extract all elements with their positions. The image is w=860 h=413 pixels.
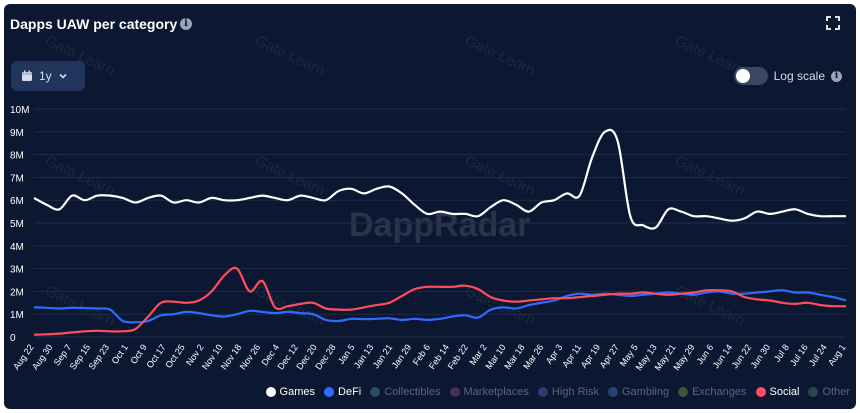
- y-tick-label: 0: [10, 333, 16, 344]
- expand-icon[interactable]: [826, 16, 840, 30]
- legend-label: Marketplaces: [463, 386, 529, 398]
- legend-item-exchanges[interactable]: Exchanges: [678, 386, 747, 398]
- watermark-text: Gate Learn: [672, 32, 747, 79]
- x-tick-label: Feb 22: [446, 342, 470, 371]
- watermark-text: Gate Learn: [462, 32, 537, 79]
- legend-item-defi[interactable]: DeFi: [324, 386, 361, 398]
- log-scale-label: Log scale: [773, 69, 825, 83]
- watermark-text: Gate Learn: [252, 152, 327, 199]
- y-tick-label: 4M: [10, 242, 24, 253]
- calendar-icon: [22, 70, 32, 81]
- x-tick-label: Jan 29: [390, 342, 414, 370]
- x-tick-label: Jun 30: [748, 342, 772, 370]
- legend-dot: [370, 387, 381, 397]
- watermark-text: Gate Learn: [42, 282, 117, 329]
- legend-item-gambling[interactable]: Gambling: [608, 386, 669, 398]
- legend-dot: [755, 387, 766, 397]
- date-range-dropdown[interactable]: 1y: [11, 61, 85, 91]
- watermark-text: Gate Learn: [42, 152, 117, 199]
- watermark-text: Gate Learn: [252, 32, 327, 79]
- series-line-social: [33, 266, 847, 336]
- y-tick-label: 9M: [10, 128, 24, 139]
- x-tick-label: Aug 1: [826, 342, 848, 367]
- chart-title: Dapps UAW per category: [10, 16, 178, 32]
- series-line-defi: [33, 289, 847, 324]
- x-tick-label: Mar 26: [521, 342, 545, 371]
- legend-label: Collectibles: [384, 386, 441, 398]
- y-tick-label: 6M: [10, 196, 24, 207]
- legend-dot: [449, 387, 460, 397]
- y-tick-label: 7M: [10, 173, 24, 184]
- y-tick-label: 10M: [10, 105, 29, 116]
- log-scale-control: Log scale i: [733, 67, 842, 85]
- legend-label: Exchanges: [692, 386, 747, 398]
- legend-dot: [324, 387, 335, 397]
- legend-item-high-risk[interactable]: High Risk: [537, 386, 599, 398]
- series-line-games: [33, 128, 846, 230]
- chart-card: Dapps UAW per category i 1y Log scale i …: [4, 4, 856, 409]
- x-tick-label: Jul 24: [807, 342, 829, 367]
- y-tick-label: 8M: [10, 151, 24, 162]
- legend-dot: [537, 387, 548, 397]
- info-icon[interactable]: i: [180, 18, 192, 30]
- x-tick-label: Oct 1: [110, 342, 131, 365]
- legend-label: High Risk: [551, 386, 599, 398]
- x-tick-label: Oct 25: [163, 342, 186, 369]
- legend-label: Gambling: [622, 386, 670, 398]
- date-range-label: 1y: [39, 69, 52, 83]
- legend-dot: [265, 387, 276, 397]
- legend-item-collectibles[interactable]: Collectibles: [370, 386, 441, 398]
- watermark-text: Gate Learn: [672, 152, 747, 199]
- line-chart: Gate Learn Gate Learn Gate Learn Gate Learn…: [10, 32, 848, 372]
- x-tick-label: Jul 16: [788, 342, 810, 367]
- legend: Games DeFi Collectibles Marketplaces High Ri…: [265, 386, 850, 398]
- y-tick-label: 2M: [10, 287, 24, 298]
- legend-label: Social: [769, 386, 800, 398]
- x-tick-label: Apr 27: [598, 342, 621, 369]
- watermark-text: Gate Learn: [462, 152, 537, 199]
- legend-dot: [608, 387, 618, 397]
- toggle-knob: [735, 69, 750, 83]
- legend-dot: [678, 387, 689, 397]
- legend-item-other[interactable]: Other: [808, 386, 850, 398]
- log-scale-toggle[interactable]: [733, 67, 768, 85]
- legend-dot: [808, 387, 819, 397]
- watermark-text: Gate Learn: [42, 32, 117, 79]
- legend-label: Games: [279, 386, 316, 398]
- legend-item-games[interactable]: Games: [265, 386, 316, 398]
- log-scale-info-icon[interactable]: i: [831, 70, 842, 82]
- y-tick-label: 1M: [10, 310, 24, 321]
- chevron-down-icon: [59, 73, 67, 79]
- legend-label: Other: [822, 386, 850, 398]
- y-tick-label: 5M: [10, 219, 24, 230]
- legend-item-social[interactable]: Social: [755, 386, 800, 398]
- y-tick-label: 3M: [10, 265, 24, 276]
- legend-item-marketplaces[interactable]: Marketplaces: [449, 386, 529, 398]
- legend-label: DeFi: [338, 386, 362, 398]
